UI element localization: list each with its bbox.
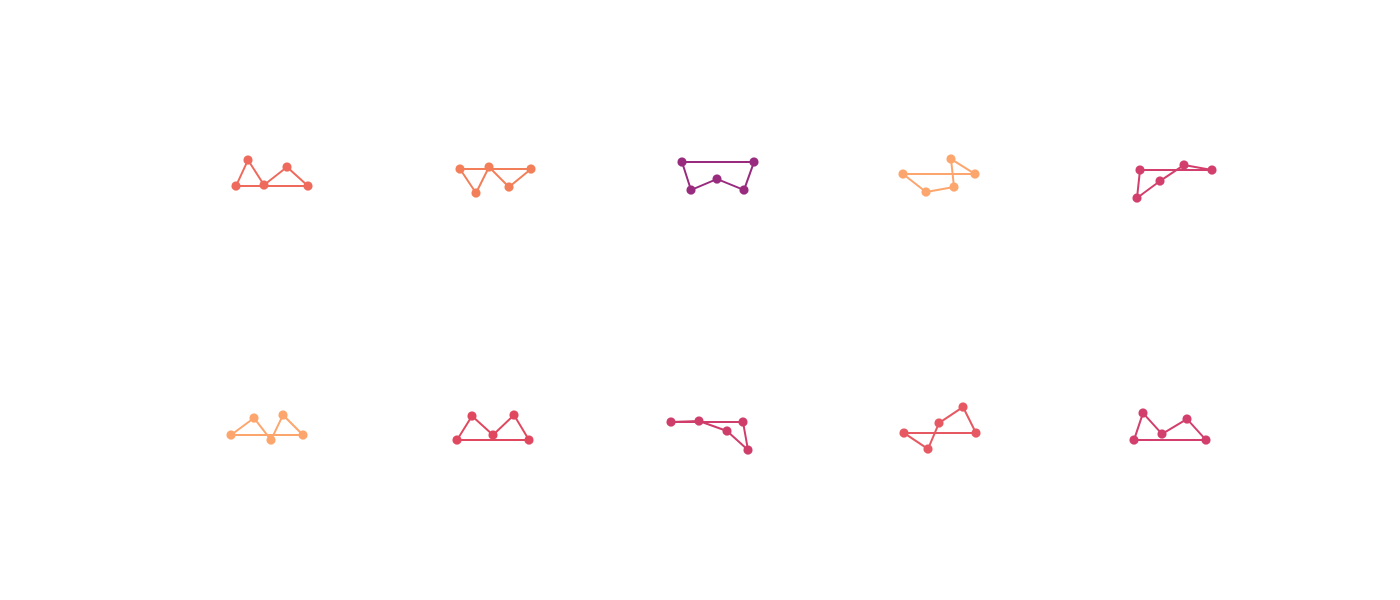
graph-node bbox=[455, 164, 465, 174]
graph-edge bbox=[742, 421, 749, 451]
graph-node bbox=[504, 182, 514, 192]
graph-edge bbox=[1133, 412, 1144, 441]
graph-edge bbox=[508, 168, 532, 188]
graph-edge bbox=[471, 415, 494, 436]
graph-node bbox=[1179, 160, 1189, 170]
graph-edge bbox=[253, 417, 272, 441]
graph-node bbox=[278, 410, 288, 420]
graph-node bbox=[484, 162, 494, 172]
graph-node bbox=[526, 164, 536, 174]
graph-node bbox=[1157, 429, 1167, 439]
graph-edge bbox=[475, 166, 490, 194]
graph-node bbox=[266, 435, 276, 445]
graph-edge bbox=[743, 161, 755, 191]
graph-node bbox=[898, 169, 908, 179]
graph-edge bbox=[927, 422, 940, 450]
graph-edge bbox=[903, 432, 929, 450]
graph-node bbox=[1135, 165, 1145, 175]
graph-node bbox=[524, 435, 534, 445]
graph-node bbox=[949, 182, 959, 192]
graph-edge bbox=[962, 406, 977, 434]
graph-edge bbox=[1161, 418, 1188, 435]
graph-node bbox=[677, 157, 687, 167]
graph-edge bbox=[235, 159, 249, 187]
graph-node bbox=[739, 185, 749, 195]
graph-node bbox=[738, 417, 748, 427]
graph-node bbox=[1138, 408, 1148, 418]
graph-node bbox=[488, 430, 498, 440]
graph-node bbox=[303, 181, 313, 191]
graph-node bbox=[921, 187, 931, 197]
graph-node bbox=[712, 174, 722, 184]
graph-edge bbox=[716, 178, 745, 191]
graph-edge bbox=[1136, 180, 1161, 199]
graph-edge bbox=[938, 406, 964, 424]
graph-node bbox=[1132, 193, 1142, 203]
network-graph-3 bbox=[677, 157, 759, 195]
network-graph-9 bbox=[899, 402, 981, 454]
network-graph-2 bbox=[455, 162, 536, 198]
graph-node bbox=[971, 428, 981, 438]
graph-edge bbox=[247, 159, 265, 186]
graph-node bbox=[749, 157, 759, 167]
graph-node bbox=[970, 169, 980, 179]
graph-edge bbox=[690, 178, 718, 191]
network-graph-4 bbox=[898, 154, 980, 197]
graph-node bbox=[1207, 165, 1217, 175]
graph-node bbox=[282, 162, 292, 172]
graph-node bbox=[249, 413, 259, 423]
graph-node bbox=[666, 417, 676, 427]
graph-node bbox=[899, 428, 909, 438]
network-graph-7 bbox=[452, 410, 534, 445]
graph-edge bbox=[902, 173, 927, 193]
graph-edge bbox=[282, 414, 304, 436]
graph-edge bbox=[681, 161, 692, 191]
graph-edge bbox=[1159, 164, 1185, 182]
graph-node bbox=[1129, 435, 1139, 445]
graph-node bbox=[231, 181, 241, 191]
graph-node bbox=[226, 430, 236, 440]
graph-node bbox=[958, 402, 968, 412]
graph-edge bbox=[492, 414, 515, 436]
graph-node bbox=[452, 435, 462, 445]
graph-node bbox=[1155, 176, 1165, 186]
graph-edge bbox=[230, 417, 255, 436]
graph-edge bbox=[263, 166, 288, 186]
graph-edge bbox=[950, 158, 976, 175]
graph-edge bbox=[925, 186, 955, 193]
network-graph-1 bbox=[231, 155, 313, 191]
graph-edge bbox=[1136, 169, 1141, 199]
graph-node bbox=[722, 426, 732, 436]
graph-node bbox=[934, 418, 944, 428]
graph-node bbox=[694, 416, 704, 426]
graph-edge bbox=[513, 414, 530, 441]
graph-edge bbox=[456, 415, 473, 441]
graph-node bbox=[1201, 435, 1211, 445]
graph-node bbox=[243, 155, 253, 165]
graph-node bbox=[923, 444, 933, 454]
graph-edge bbox=[1186, 418, 1207, 441]
graph-edge bbox=[488, 166, 510, 188]
network-graph-6 bbox=[226, 410, 308, 445]
graph-node bbox=[467, 411, 477, 421]
graph-edge bbox=[459, 168, 477, 194]
graph-edge bbox=[286, 166, 309, 187]
graph-node bbox=[686, 185, 696, 195]
graph-node bbox=[946, 154, 956, 164]
graph-edge bbox=[1142, 412, 1163, 435]
graph-node bbox=[298, 430, 308, 440]
network-graph-10 bbox=[1129, 408, 1211, 445]
graph-node bbox=[509, 410, 519, 420]
graph-node bbox=[743, 445, 753, 455]
graph-edge bbox=[726, 430, 749, 451]
network-graph-5 bbox=[1132, 160, 1217, 203]
graph-node bbox=[1182, 414, 1192, 424]
network-graph-8 bbox=[666, 416, 753, 455]
graph-node bbox=[259, 180, 269, 190]
graph-node bbox=[471, 188, 481, 198]
